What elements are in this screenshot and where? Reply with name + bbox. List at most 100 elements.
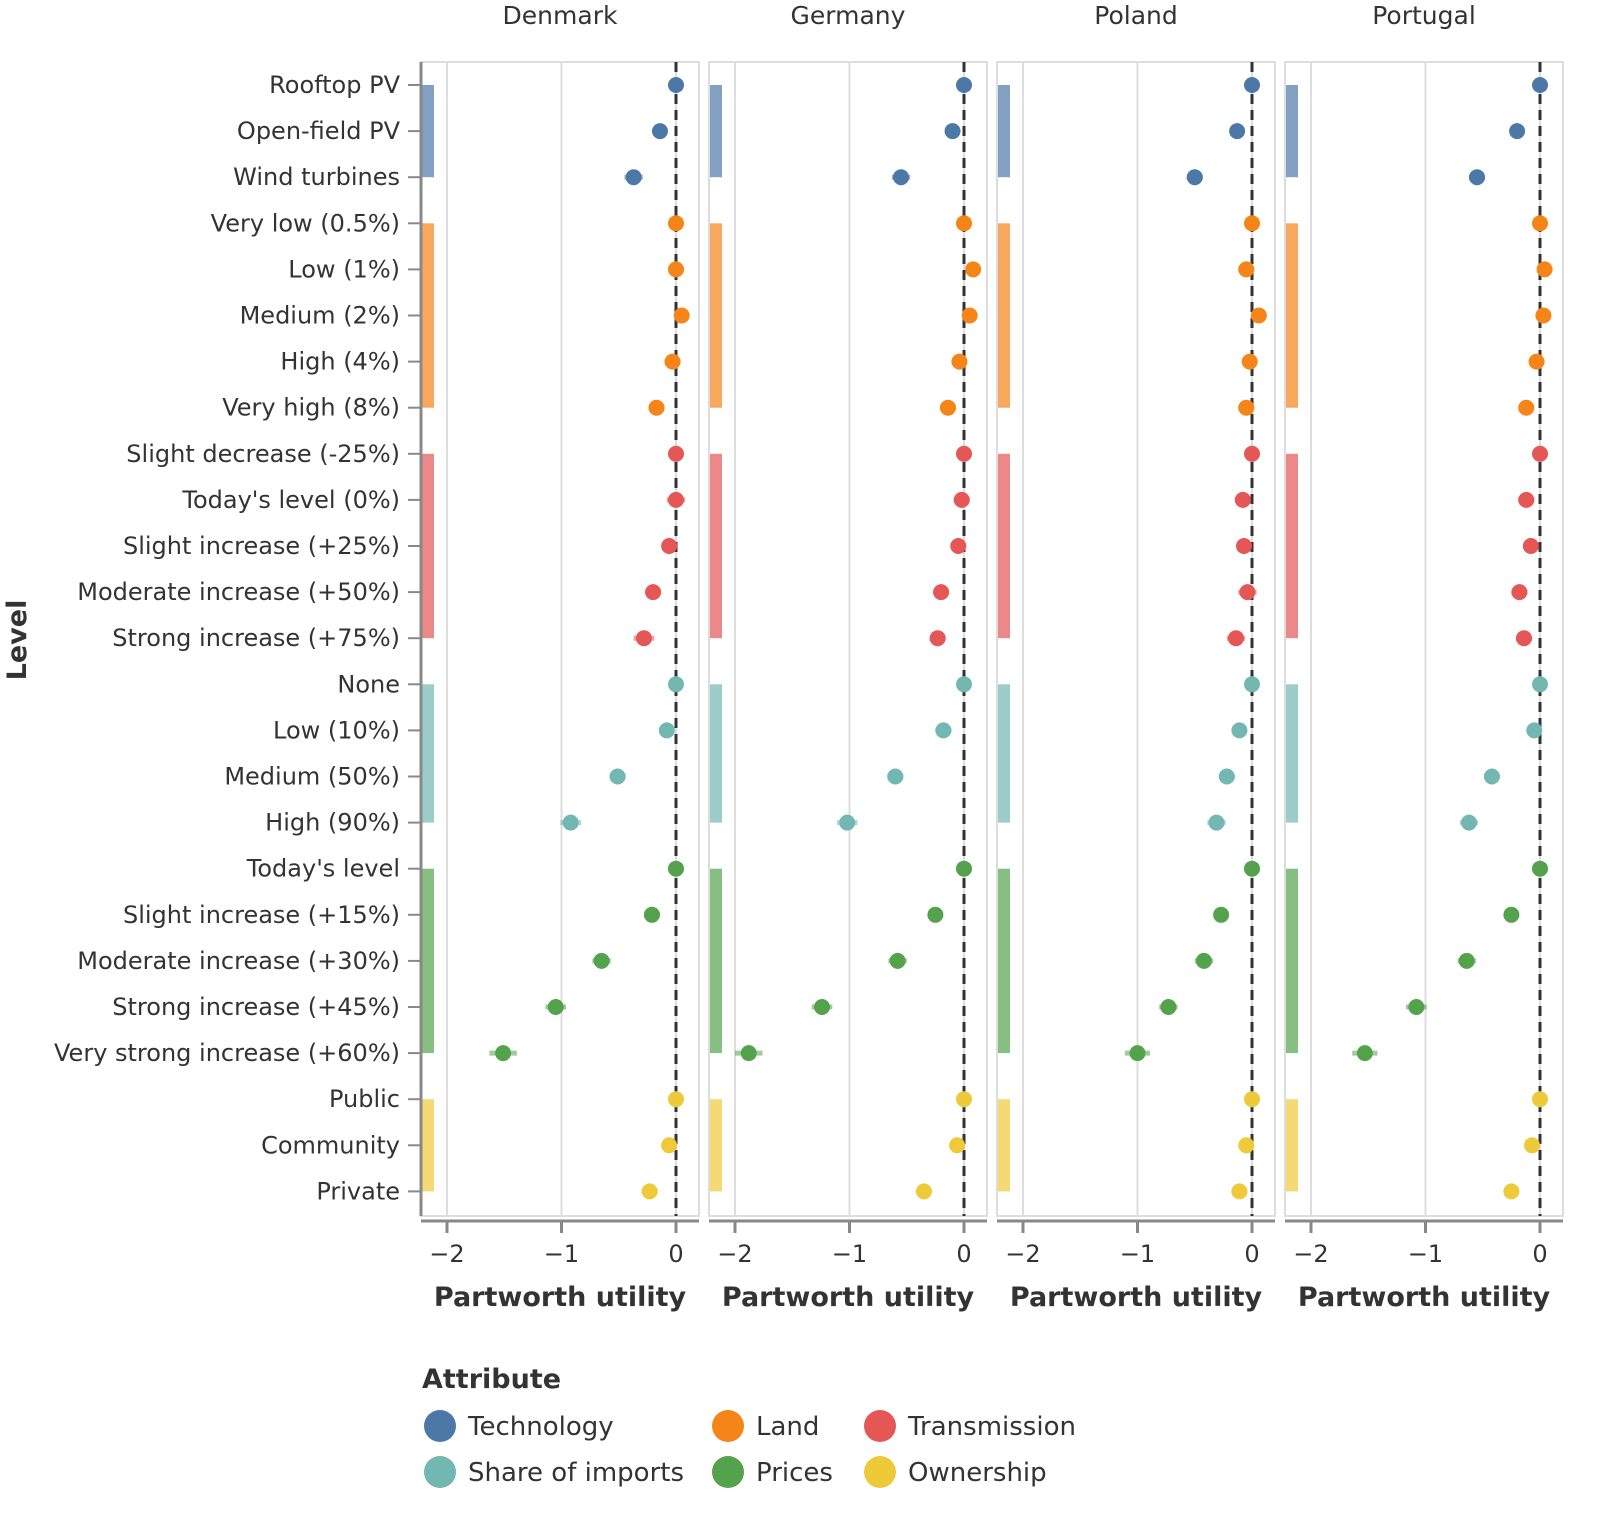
attribute-band-transmission — [710, 453, 722, 639]
attribute-band-transmission — [1286, 453, 1298, 639]
legend-swatch-icon — [864, 1410, 896, 1442]
data-point — [1528, 353, 1545, 370]
data-point — [609, 768, 626, 785]
x-tick-label: 0 — [1532, 1240, 1547, 1268]
attribute-band-land — [998, 223, 1010, 408]
data-point — [1518, 399, 1535, 416]
data-point — [956, 215, 972, 232]
x-axis-title: Partworth utility — [722, 1282, 975, 1313]
data-point — [1244, 676, 1260, 693]
data-point — [889, 952, 906, 969]
legend-swatch-icon — [712, 1410, 744, 1442]
y-tick-label: Very high (8%) — [222, 394, 400, 422]
data-point — [1241, 353, 1258, 370]
data-point — [953, 491, 970, 508]
data-point — [1503, 906, 1520, 923]
x-tick-label: −1 — [832, 1240, 867, 1268]
y-tick-label: Strong increase (+45%) — [112, 993, 400, 1021]
y-tick-label: Low (10%) — [273, 716, 400, 744]
attribute-band-land — [422, 223, 434, 408]
data-point — [1244, 445, 1260, 462]
y-tick-label: Today's level — [246, 855, 400, 883]
legend-label: Prices — [756, 1458, 833, 1488]
y-tick-label: Today's level (0%) — [181, 486, 400, 514]
data-point — [956, 1091, 972, 1108]
data-point — [1356, 1045, 1373, 1062]
data-point — [1532, 860, 1548, 877]
y-tick-label: Very low (0.5%) — [211, 209, 400, 237]
data-point — [668, 215, 684, 232]
x-tick-label: 0 — [668, 1240, 683, 1268]
data-point — [1244, 77, 1260, 93]
x-tick-label: 0 — [956, 1240, 971, 1268]
data-point — [1238, 1137, 1255, 1154]
data-point — [1458, 952, 1475, 969]
data-point — [1518, 491, 1535, 508]
data-point — [668, 261, 684, 278]
panel-frame — [1284, 61, 1564, 1217]
legend-item-share-of-imports: Share of imports — [424, 1456, 684, 1488]
data-point — [950, 538, 967, 554]
legend-label: Share of imports — [468, 1458, 684, 1488]
data-point — [562, 814, 579, 831]
data-point — [664, 353, 681, 370]
data-point — [927, 906, 944, 923]
data-point — [661, 538, 678, 554]
legend-label: Ownership — [908, 1458, 1047, 1488]
data-point — [651, 123, 668, 140]
y-tick-label: High (90%) — [265, 809, 400, 837]
attribute-band-share-of-imports — [422, 684, 434, 823]
panel-frame — [420, 61, 700, 1217]
attribute-band-technology — [710, 85, 722, 178]
y-tick-label: Strong increase (+75%) — [112, 624, 400, 652]
data-point — [961, 307, 978, 324]
attribute-band-prices — [1286, 868, 1298, 1054]
data-point — [1526, 722, 1543, 739]
data-point — [668, 491, 684, 508]
y-tick-label: Community — [261, 1131, 400, 1159]
data-point — [1244, 860, 1260, 877]
legend-label: Transmission — [907, 1412, 1076, 1442]
data-point — [944, 123, 961, 140]
data-point — [673, 307, 690, 324]
data-point — [1536, 261, 1553, 278]
legend-swatch-icon — [424, 1410, 456, 1442]
data-point — [1208, 814, 1225, 831]
data-point — [643, 906, 660, 923]
attribute-band-share-of-imports — [710, 684, 722, 823]
data-point — [1218, 768, 1235, 785]
data-point — [939, 399, 956, 416]
attribute-band-share-of-imports — [1286, 684, 1298, 823]
data-point — [495, 1045, 512, 1062]
data-point — [1160, 999, 1177, 1015]
data-point — [1532, 215, 1548, 232]
facet-title: Poland — [1094, 1, 1177, 30]
attribute-band-technology — [1286, 85, 1298, 178]
data-point — [1469, 169, 1486, 186]
legend-label: Land — [756, 1412, 819, 1442]
data-point — [1509, 123, 1526, 140]
attribute-band-transmission — [998, 453, 1010, 639]
y-tick-label: Moderate increase (+50%) — [77, 578, 400, 606]
x-tick-label: 0 — [1244, 1240, 1259, 1268]
data-point — [1532, 676, 1548, 693]
y-tick-label: Slight increase (+25%) — [123, 532, 400, 560]
data-point — [1503, 1183, 1520, 1200]
legend-item-technology: Technology — [424, 1410, 614, 1442]
x-tick-label: −2 — [1005, 1240, 1040, 1268]
x-axis-title: Partworth utility — [1298, 1282, 1551, 1313]
facet-title: Germany — [791, 1, 906, 30]
panel-frame — [708, 61, 988, 1217]
x-tick-label: −2 — [1293, 1240, 1328, 1268]
data-point — [625, 169, 642, 186]
data-point — [740, 1045, 757, 1062]
y-tick-label: Moderate increase (+30%) — [77, 947, 400, 975]
data-point — [1213, 906, 1230, 923]
data-point — [1483, 768, 1500, 785]
data-point — [668, 77, 684, 93]
legend-label: Technology — [467, 1412, 614, 1442]
attribute-band-transmission — [422, 453, 434, 639]
data-point — [1511, 584, 1528, 601]
data-point — [1235, 538, 1252, 554]
data-point — [1408, 999, 1425, 1015]
